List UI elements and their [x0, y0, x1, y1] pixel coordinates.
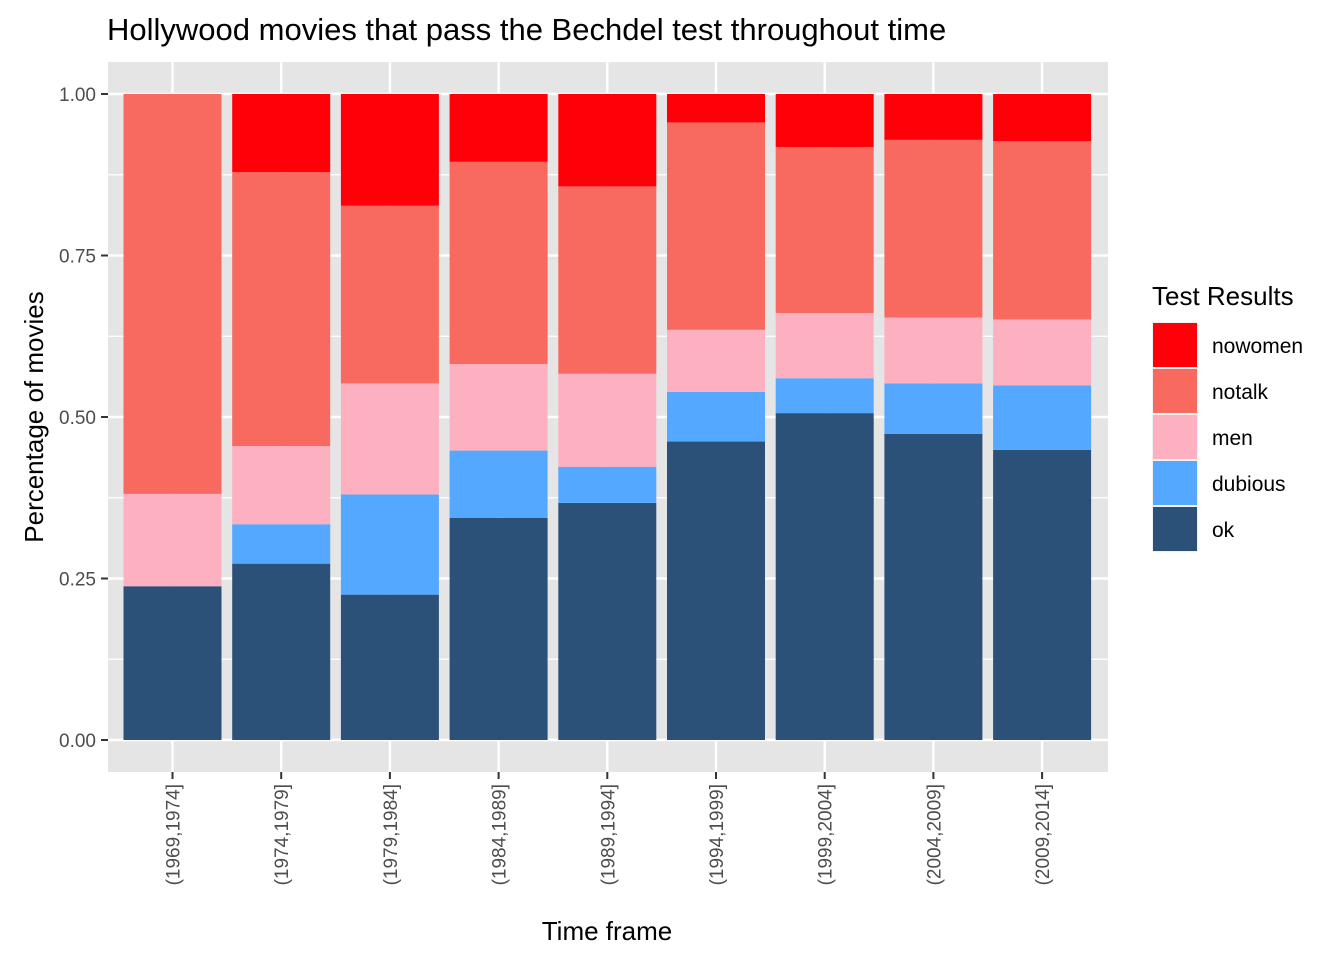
y-tick-label: 1.00: [59, 85, 96, 106]
bar-nowomen: [449, 94, 548, 162]
bar-notalk: [340, 205, 439, 384]
x-tick-label: (1969,1974]: [164, 784, 185, 885]
chart-title: Hollywood movies that pass the Bechdel t…: [107, 12, 946, 47]
x-axis-title: Time frame: [542, 916, 673, 946]
bar-ok: [558, 502, 657, 740]
bar-notalk: [993, 141, 1092, 320]
bar-dubious: [993, 385, 1092, 450]
bar-notalk: [884, 139, 983, 318]
legend-swatch-ok: [1153, 507, 1197, 551]
legend-label-nowomen: nowomen: [1212, 335, 1303, 358]
bar-dubious: [340, 494, 439, 595]
bar-men: [558, 373, 657, 467]
x-tick-label: (1979,1984]: [381, 784, 402, 885]
x-tick-label: (2004,2009]: [924, 784, 945, 885]
x-axis: (1969,1974] (1974,1979] (1979,1984] (1984,1…: [164, 772, 1054, 885]
y-tick-label: 0.25: [59, 570, 96, 591]
x-tick-label: (1989,1994]: [598, 784, 619, 885]
y-tick-label: 0.00: [59, 731, 96, 752]
bar-notalk: [123, 94, 222, 494]
bar-dubious: [667, 391, 765, 442]
y-tick-label: 0.75: [59, 247, 96, 268]
legend-swatch-men: [1153, 415, 1197, 459]
bar-nowomen: [993, 94, 1092, 142]
x-tick-label: (2009,2014]: [1033, 784, 1054, 885]
legend-swatch-notalk: [1153, 369, 1197, 413]
bar-ok: [993, 449, 1092, 740]
bar-dubious: [775, 378, 874, 414]
bar-ok: [449, 517, 548, 740]
x-tick-label: (1994,1999]: [707, 784, 728, 885]
x-tick-label: (1974,1979]: [272, 784, 293, 885]
bar-dubious: [884, 383, 983, 434]
legend: nowomen notalk men dubious ok: [1152, 322, 1303, 552]
x-tick-label: (1984,1989]: [490, 784, 511, 885]
bar-dubious: [558, 466, 657, 503]
bar-men: [775, 312, 874, 379]
bar-nowomen: [884, 94, 983, 140]
legend-label-men: men: [1212, 427, 1253, 450]
legend-swatch-nowomen: [1153, 323, 1197, 367]
bar-nowomen: [232, 94, 331, 173]
bar-men: [993, 319, 1092, 386]
x-tick-label: (1999,2004]: [816, 784, 837, 885]
legend-label-notalk: notalk: [1212, 381, 1269, 404]
y-tick-label: 0.50: [59, 408, 96, 429]
bar-ok: [667, 441, 765, 740]
legend-title: Test Results: [1152, 281, 1294, 311]
bar-ok: [340, 594, 439, 740]
bar-notalk: [449, 161, 548, 365]
legend-swatch-dubious: [1153, 461, 1197, 505]
bar-nowomen: [340, 94, 439, 206]
bars: [123, 94, 1092, 740]
y-axis: 0.00 0.25 0.50 0.75 1.00: [59, 85, 108, 752]
bar-men: [232, 446, 331, 525]
bar-ok: [232, 563, 331, 740]
legend-label-ok: ok: [1212, 519, 1235, 542]
bar-men: [123, 493, 222, 587]
bar-notalk: [558, 186, 657, 374]
bar-nowomen: [667, 94, 765, 123]
legend-label-dubious: dubious: [1212, 473, 1286, 496]
bar-ok: [884, 433, 983, 740]
bar-dubious: [449, 450, 548, 518]
bar-dubious: [232, 524, 331, 564]
bar-ok: [775, 413, 874, 740]
bar-notalk: [232, 172, 331, 447]
y-axis-title: Percentage of movies: [19, 291, 49, 542]
bar-notalk: [667, 122, 765, 330]
bar-nowomen: [775, 94, 874, 147]
bar-ok: [123, 586, 222, 740]
bar-men: [340, 383, 439, 495]
bar-men: [667, 329, 765, 392]
bar-notalk: [775, 146, 874, 313]
bar-men: [884, 317, 983, 384]
bar-nowomen: [558, 94, 657, 187]
bar-men: [449, 364, 548, 451]
